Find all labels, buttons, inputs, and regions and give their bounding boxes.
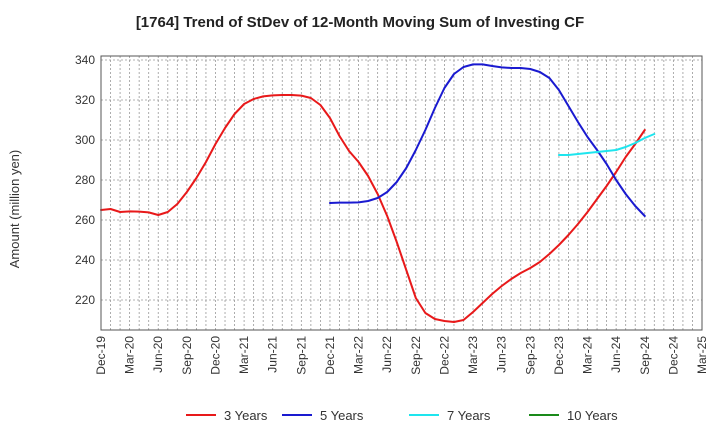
legend-label: 7 Years [447, 408, 491, 423]
x-tick-label: Jun-20 [151, 336, 165, 373]
x-tick-label: Mar-21 [237, 336, 251, 374]
x-tick-label: Mar-24 [581, 336, 595, 374]
y-tick-label: 220 [75, 293, 95, 307]
y-axis-title: Amount (million yen) [7, 150, 22, 269]
x-tick-label: Dec-23 [552, 336, 566, 375]
x-tick-label: Mar-23 [466, 336, 480, 374]
x-tick-label: Dec-20 [208, 336, 222, 375]
series-line-5-years [328, 63, 646, 217]
x-tick-label: Jun-24 [609, 336, 623, 373]
x-tick-label: Mar-22 [352, 336, 366, 374]
grid-layer [100, 56, 703, 330]
x-tick-label: Mar-20 [123, 336, 137, 374]
x-tick-label: Jun-22 [380, 336, 394, 373]
y-axis: 220 240 260 280 300 320 340 [75, 53, 95, 307]
y-tick-label: 280 [75, 173, 95, 187]
x-tick-label: Dec-21 [323, 336, 337, 375]
x-tick-label: Sep-21 [294, 336, 308, 375]
x-tick-label: Dec-24 [666, 336, 680, 375]
y-tick-label: 260 [75, 213, 95, 227]
y-tick-label: 300 [75, 133, 95, 147]
x-tick-label: Sep-20 [180, 336, 194, 375]
legend-label: 3 Years [224, 408, 268, 423]
x-axis: Dec-19 Mar-20 Jun-20 Sep-20 Dec-20 Mar-21 Jun-… [94, 336, 709, 375]
x-tick-label: Mar-25 [695, 336, 709, 374]
x-tick-label: Jun-21 [266, 336, 280, 373]
x-tick-label: Sep-23 [523, 336, 537, 375]
series-layer [100, 63, 656, 323]
legend-label: 5 Years [320, 408, 364, 423]
y-tick-label: 340 [75, 53, 95, 67]
series-line-3-years [100, 94, 646, 323]
x-tick-label: Dec-19 [94, 336, 108, 375]
x-tick-label: Jun-23 [495, 336, 509, 373]
legend-label: 10 Years [567, 408, 618, 423]
y-tick-label: 240 [75, 253, 95, 267]
series-line-7-years [557, 133, 656, 156]
chart-title: [1764] Trend of StDev of 12-Month Moving… [135, 14, 585, 31]
x-tick-label: Dec-22 [437, 336, 451, 375]
x-tick-label: Sep-22 [409, 336, 423, 375]
x-tick-label: Sep-24 [638, 336, 652, 375]
plot-frame [100, 55, 703, 331]
legend: 3 Years 5 Years 7 Years 10 Years [186, 408, 618, 423]
y-tick-label: 320 [75, 93, 95, 107]
